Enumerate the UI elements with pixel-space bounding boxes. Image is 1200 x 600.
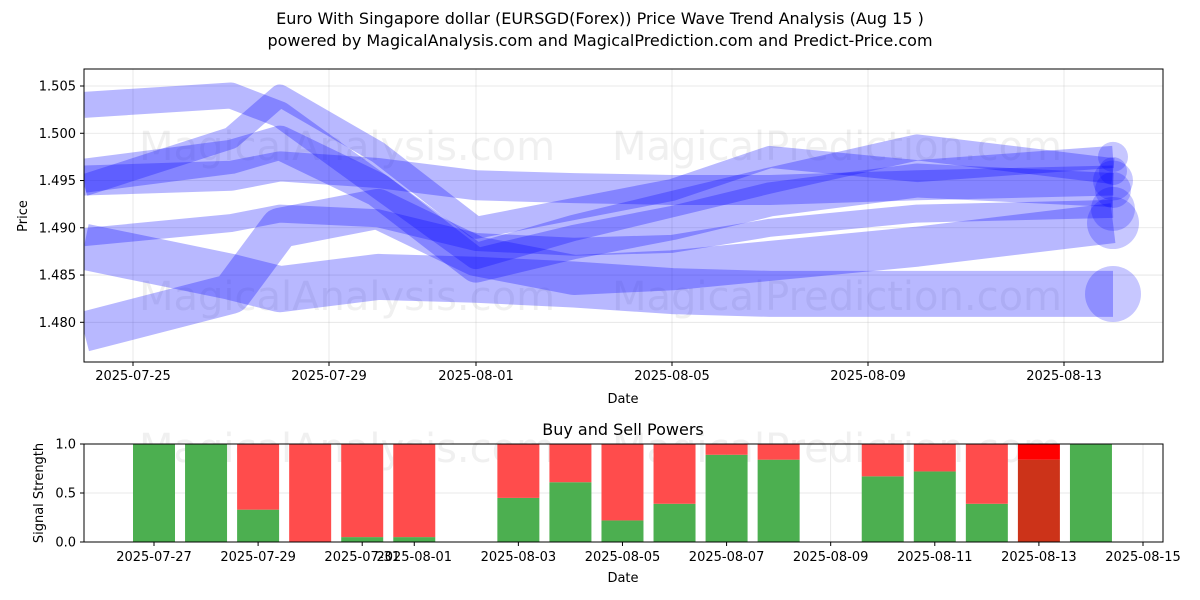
wave-end-cap xyxy=(1085,265,1141,322)
buy-bar xyxy=(185,444,228,542)
wave-end-cap xyxy=(1087,197,1139,250)
buy-bar xyxy=(341,537,384,542)
wave-band xyxy=(84,188,1116,352)
x-tick-label: 2025-07-25 xyxy=(95,369,171,384)
x-tick-label: 2025-07-27 xyxy=(116,550,192,565)
wave-end-cap xyxy=(1099,157,1127,186)
sell-bar xyxy=(757,444,800,460)
sell-bar xyxy=(1017,444,1060,460)
buy-bar xyxy=(601,520,644,542)
sell-bar xyxy=(965,444,1008,504)
sell-bar xyxy=(237,444,280,510)
buy-bar xyxy=(133,444,175,542)
wave-band xyxy=(84,84,1114,239)
x-tick-label: 2025-08-05 xyxy=(585,550,661,565)
sell-bar xyxy=(549,444,592,483)
x-tick-label: 2025-08-05 xyxy=(634,369,710,384)
price-x-label: Date xyxy=(607,392,638,407)
chart-subtitle: powered by MagicalAnalysis.com and Magic… xyxy=(267,31,933,50)
y-tick-label: 1.500 xyxy=(39,127,76,142)
signal-x-axis: 2025-07-27 2025-07-29 2025-07-312025-08-01… xyxy=(116,542,1181,565)
buy-bar xyxy=(861,476,904,542)
x-tick-label: 2025-07-31 xyxy=(324,550,400,565)
sell-bar xyxy=(393,444,436,538)
buy-bar xyxy=(1069,444,1112,542)
price-y-axis: 1.480 1.485 1.490 1.495 1.500 1.505 xyxy=(39,80,84,331)
buy-bar xyxy=(653,503,696,542)
y-tick-label: 0.0 xyxy=(55,536,76,551)
y-tick-label: 1.495 xyxy=(39,174,76,189)
signal-y-label: Signal Strength xyxy=(32,443,47,543)
watermark-text: MagicalPrediction.com xyxy=(612,274,1062,320)
buy-bar xyxy=(237,509,280,542)
wave-band xyxy=(84,125,1114,283)
wave-band xyxy=(84,224,1113,317)
price-x-axis: 2025-07-25 2025-07-29 2025-08-01 2025-08-05… xyxy=(95,362,1102,384)
price-plot-frame xyxy=(83,68,1164,363)
watermark-text: MagicalAnalysis.com xyxy=(139,274,555,320)
x-tick-label: 2025-08-13 xyxy=(1001,550,1077,565)
buy-bar xyxy=(1017,459,1060,542)
x-tick-label: 2025-08-13 xyxy=(1026,369,1102,384)
sell-bar xyxy=(913,444,956,472)
y-tick-label: 1.505 xyxy=(39,80,76,95)
x-tick-label: 2025-08-11 xyxy=(897,550,973,565)
wave-band xyxy=(84,151,1114,205)
signal-x-label: Date xyxy=(607,571,638,586)
watermark-text: MagicalAnalysis.com xyxy=(139,124,555,170)
x-tick-label: 2025-08-09 xyxy=(830,369,906,384)
x-tick-label: 2025-08-01 xyxy=(438,369,514,384)
signal-y-axis: 0.0 0.5 1.0 xyxy=(55,438,84,551)
price-y-label: Price xyxy=(16,200,31,232)
bar-chart-title: Buy and Sell Powers xyxy=(542,420,704,439)
y-tick-label: 1.490 xyxy=(39,221,76,236)
y-tick-label: 1.480 xyxy=(39,316,76,331)
sell-bar xyxy=(289,444,332,542)
wave-band xyxy=(84,82,1115,270)
signal-bars xyxy=(133,444,1112,542)
sell-bar xyxy=(341,444,384,538)
wave-end-cap xyxy=(1091,186,1135,231)
buy-bar xyxy=(705,454,748,542)
wave-end-cap xyxy=(1098,141,1128,172)
y-tick-label: 0.5 xyxy=(55,487,76,502)
price-watermarks: MagicalAnalysis.com MagicalPrediction.co… xyxy=(139,124,1062,320)
y-tick-label: 1.485 xyxy=(39,269,76,284)
buy-bar xyxy=(393,537,436,542)
watermark-text: MagicalPrediction.com xyxy=(612,124,1062,170)
price-grid xyxy=(84,69,1163,362)
x-tick-label: 2025-07-29 xyxy=(220,550,296,565)
buy-bar xyxy=(965,503,1008,542)
sell-bar xyxy=(601,444,644,521)
x-tick-label: 2025-08-15 xyxy=(1105,550,1181,565)
x-tick-label: 2025-08-01 xyxy=(376,550,452,565)
buy-bar xyxy=(913,471,956,542)
x-tick-label: 2025-07-29 xyxy=(291,369,367,384)
wave-series xyxy=(84,82,1141,352)
x-tick-label: 2025-08-03 xyxy=(481,550,557,565)
wave-end-cap xyxy=(1093,160,1133,201)
sell-bar xyxy=(861,444,904,477)
sell-bar xyxy=(653,444,696,504)
wave-end-cap xyxy=(1095,171,1131,208)
buy-bar xyxy=(549,482,592,542)
y-tick-label: 1.0 xyxy=(55,438,76,453)
sell-bar xyxy=(497,444,540,498)
chart-title: Euro With Singapore dollar (EURSGD(Forex… xyxy=(276,9,924,28)
sell-bar xyxy=(705,444,748,455)
x-tick-label: 2025-08-09 xyxy=(793,550,869,565)
x-tick-label: 2025-08-07 xyxy=(689,550,765,565)
buy-bar xyxy=(497,497,540,542)
wave-band xyxy=(84,199,1114,256)
buy-bar xyxy=(757,459,800,542)
